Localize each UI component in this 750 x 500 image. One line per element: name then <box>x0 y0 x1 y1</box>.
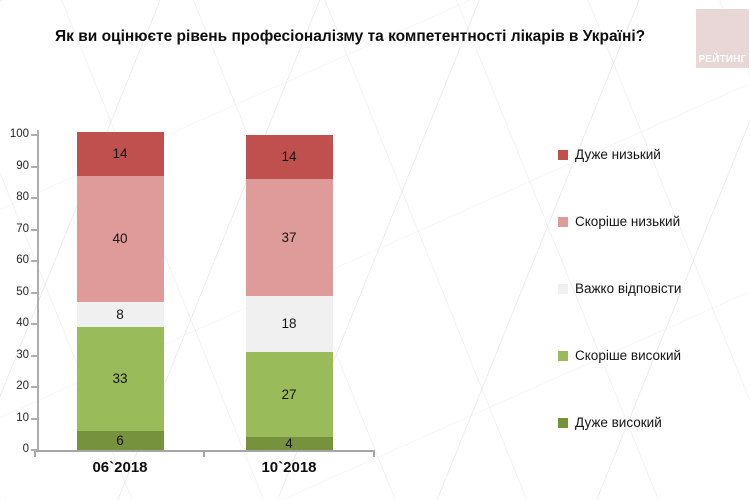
chart-title: Як ви оцінюєте рівень професіоналізму та… <box>55 28 646 45</box>
bar-segment: 27 <box>245 352 333 438</box>
y-axis-tick-label: 30 <box>16 348 29 361</box>
bar-value-label: 8 <box>116 306 124 322</box>
bar-segment: 40 <box>76 175 164 302</box>
bar-segment: 8 <box>76 301 164 328</box>
y-axis-line <box>37 130 39 451</box>
legend-item-very-high: Дуже високий <box>558 415 681 431</box>
bar-value-label: 33 <box>112 371 128 387</box>
y-axis-tick <box>31 228 37 231</box>
bar-segment: 37 <box>245 179 333 296</box>
y-axis-tick-label: 50 <box>16 285 29 298</box>
bar-segment: 6 <box>76 431 164 450</box>
legend-item-hard-to-answer: Важко відповісти <box>558 281 681 297</box>
y-axis-tick-label: 40 <box>16 317 29 329</box>
very-high-swatch-icon <box>558 418 568 428</box>
y-axis-tick-label: 90 <box>16 159 29 172</box>
very-low-swatch-icon <box>558 150 568 160</box>
y-axis-tick <box>31 417 37 420</box>
hard-to-answer-swatch-icon <box>558 284 568 294</box>
y-axis-tick-label: 100 <box>9 128 29 140</box>
x-axis-tick <box>34 450 36 457</box>
y-axis-tick <box>31 386 37 388</box>
legend-label: Дуже високий <box>575 415 662 431</box>
rather-low-swatch-icon <box>558 217 568 227</box>
bar-value-label: 4 <box>285 435 293 451</box>
bar-value-label: 6 <box>116 432 124 448</box>
legend-label: Скоріше високий <box>575 348 682 364</box>
legend-item-rather-high: Скоріше високий <box>558 348 681 364</box>
legend: Дуже низький Скоріше низький Важко відпо… <box>558 147 681 431</box>
rating-logo: РЕЙТИНГ <box>696 9 749 68</box>
y-axis-tick-label: 20 <box>16 380 29 392</box>
y-axis-tick-label: 70 <box>16 222 29 235</box>
bar-segment: 33 <box>76 327 164 432</box>
bar-segment: 4 <box>245 435 333 451</box>
bar-value-label: 14 <box>112 146 128 162</box>
bar-segment: 14 <box>245 135 333 180</box>
y-axis-tick <box>31 354 37 357</box>
rather-high-swatch-icon <box>558 351 568 361</box>
bar-segment: 18 <box>245 295 333 353</box>
bar-segment: 14 <box>76 131 164 176</box>
stacked-bar-10`2018: 14 37 18 27 4 <box>245 135 333 451</box>
category-label-06-2018: 06`2018 <box>92 459 148 476</box>
x-axis-tick <box>373 450 375 457</box>
bar-value-label: 14 <box>281 149 297 165</box>
y-axis-tick-label: 60 <box>16 254 29 266</box>
y-axis-tick-label: 0 <box>22 443 29 455</box>
y-axis-tick <box>31 291 37 294</box>
y-axis-tick <box>31 323 37 325</box>
y-axis-tick <box>31 165 37 168</box>
y-axis-tick-label: 10 <box>16 411 29 424</box>
y-axis-tick <box>31 449 37 451</box>
stacked-bar-06`2018: 14 40 8 33 6 <box>76 131 164 450</box>
legend-label: Скоріше низький <box>575 214 681 230</box>
legend-item-rather-low: Скоріше низький <box>558 214 681 230</box>
x-axis-tick <box>203 450 205 457</box>
y-axis-tick <box>31 134 37 136</box>
y-axis-tick-label: 80 <box>16 191 29 203</box>
y-axis-tick <box>31 260 37 262</box>
category-label-10-2018: 10`2018 <box>261 459 317 476</box>
rating-logo-text: РЕЙТИНГ <box>698 54 747 65</box>
y-axis-tick <box>31 197 37 199</box>
legend-item-very-low: Дуже низький <box>558 147 681 163</box>
bar-value-label: 40 <box>112 231 128 247</box>
legend-label: Дуже низький <box>575 147 661 163</box>
bar-value-label: 37 <box>281 229 297 245</box>
bar-value-label: 27 <box>281 387 297 403</box>
legend-label: Важко відповісти <box>575 281 682 297</box>
bar-value-label: 18 <box>281 316 297 332</box>
